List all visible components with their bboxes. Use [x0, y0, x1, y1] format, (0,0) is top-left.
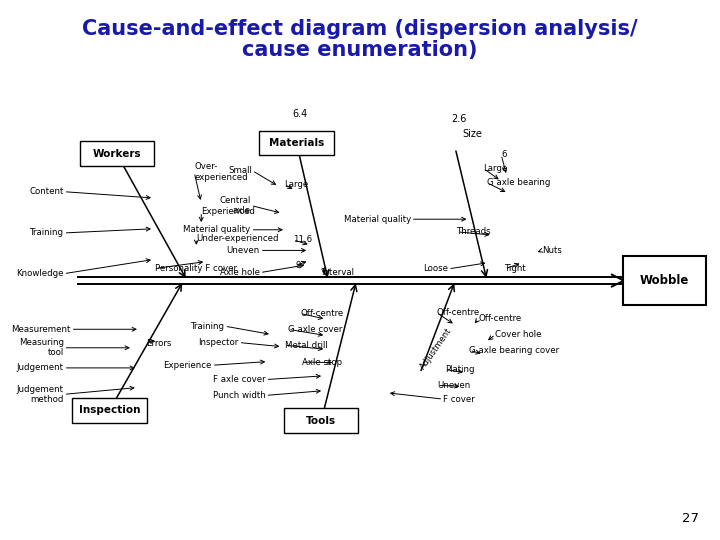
Text: Material quality: Material quality	[343, 215, 411, 224]
Text: Experience: Experience	[163, 361, 212, 370]
Text: Small: Small	[228, 166, 252, 175]
Text: Axle stop: Axle stop	[302, 357, 342, 367]
Text: Loose: Loose	[423, 265, 448, 273]
Text: 27: 27	[682, 512, 698, 525]
Text: G axle cover: G axle cover	[288, 325, 343, 334]
Text: Personality F cover: Personality F cover	[156, 264, 238, 273]
FancyBboxPatch shape	[624, 256, 706, 306]
Text: G axle bearing: G axle bearing	[487, 178, 550, 187]
Text: 6.4: 6.4	[292, 109, 307, 119]
Text: Off-centre: Off-centre	[479, 314, 522, 323]
Text: Cause-and-effect diagram (dispersion analysis/: Cause-and-effect diagram (dispersion ana…	[82, 18, 638, 39]
Text: Large: Large	[284, 180, 309, 189]
Text: 9: 9	[295, 261, 300, 270]
Text: 11.6: 11.6	[293, 235, 312, 244]
Text: Over-
experienced: Over- experienced	[194, 163, 248, 182]
Text: Large: Large	[484, 164, 508, 173]
Text: G axle bearing cover: G axle bearing cover	[469, 346, 559, 355]
Text: Metal drill: Metal drill	[284, 341, 328, 349]
Text: Training: Training	[191, 322, 225, 330]
Text: Nuts: Nuts	[542, 246, 562, 255]
Text: Content: Content	[30, 187, 63, 196]
Text: Interval: Interval	[321, 268, 354, 277]
Text: Size: Size	[462, 129, 482, 139]
Text: 2.6: 2.6	[451, 114, 467, 124]
Text: Inspector: Inspector	[199, 338, 238, 347]
Text: Measurement: Measurement	[12, 325, 71, 334]
Text: Uneven: Uneven	[227, 246, 260, 255]
FancyBboxPatch shape	[79, 141, 153, 166]
FancyBboxPatch shape	[284, 408, 359, 433]
Text: Knowledge: Knowledge	[16, 269, 63, 278]
Text: Materials: Materials	[269, 138, 324, 148]
Text: Material quality: Material quality	[184, 225, 251, 234]
Text: Inspection: Inspection	[78, 405, 140, 415]
Text: Punch width: Punch width	[212, 391, 266, 400]
Text: Judgement
method: Judgement method	[17, 384, 63, 404]
Text: Wobble: Wobble	[640, 274, 690, 287]
Text: F cover: F cover	[444, 395, 475, 403]
Text: Tools: Tools	[306, 416, 336, 426]
Text: cause enumeration): cause enumeration)	[242, 40, 478, 60]
Text: Under-experienced: Under-experienced	[197, 234, 279, 243]
Text: Experienced: Experienced	[201, 207, 255, 217]
Text: Tight: Tight	[505, 265, 526, 273]
Text: Central
axle: Central axle	[220, 195, 251, 215]
Text: Off-centre: Off-centre	[300, 309, 343, 318]
FancyBboxPatch shape	[259, 131, 333, 156]
Text: Measuring
tool: Measuring tool	[19, 338, 63, 357]
Text: Cover hole: Cover hole	[495, 330, 542, 339]
Text: Errors: Errors	[146, 339, 171, 348]
Text: F axle cover: F axle cover	[213, 375, 266, 384]
Text: 6: 6	[501, 150, 507, 159]
Text: Training: Training	[30, 228, 63, 238]
Text: Uneven: Uneven	[438, 381, 471, 390]
Text: Threads: Threads	[457, 227, 492, 237]
Text: Axle hole: Axle hole	[220, 268, 260, 277]
Text: Adjustment: Adjustment	[418, 326, 454, 370]
FancyBboxPatch shape	[73, 398, 147, 423]
Text: Workers: Workers	[92, 148, 141, 159]
Text: Off-centre: Off-centre	[436, 308, 480, 317]
Text: Judgement: Judgement	[17, 363, 63, 373]
Text: Plating: Plating	[445, 365, 474, 374]
